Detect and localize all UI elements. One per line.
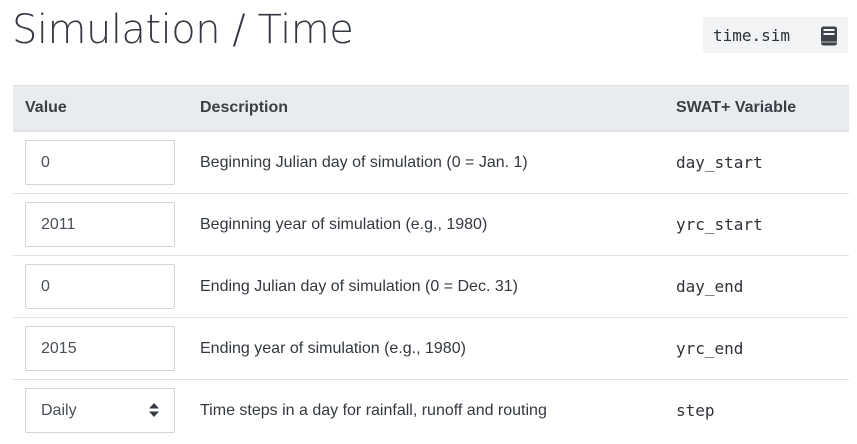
file-badge[interactable]: time.sim [703,17,848,53]
table-row: Beginning year of simulation (e.g., 1980… [13,193,849,256]
row-variable: yrc_start [676,193,849,256]
file-name: time.sim [713,25,791,45]
table-row: Ending year of simulation (e.g., 1980) y… [13,317,849,380]
row-description: Ending year of simulation (e.g., 1980) [200,317,676,380]
row-description: Ending Julian day of simulation (0 = Dec… [200,255,676,318]
yrc-end-input[interactable] [25,326,175,371]
row-description: Beginning year of simulation (e.g., 1980… [200,193,676,256]
book-icon[interactable] [820,26,838,46]
row-description: Time steps in a day for rainfall, runoff… [200,401,547,419]
table-row: Daily Time steps in a day for rainfall, … [13,380,849,442]
yrc-start-input[interactable] [25,202,175,247]
column-header-value: Value [13,85,200,132]
column-header-description: Description [200,85,676,132]
row-variable: step [676,401,715,420]
row-variable: yrc_end [676,317,849,380]
table-row: Beginning Julian day of simulation (0 = … [13,131,849,194]
day-start-input[interactable] [25,140,175,185]
table-row: Ending Julian day of simulation (0 = Dec… [13,255,849,318]
table-header-row: Value Description SWAT+ Variable [13,85,849,132]
step-select-wrapper: Daily [25,388,175,433]
row-variable: day_start [676,131,849,194]
row-variable: day_end [676,255,849,318]
row-description: Beginning Julian day of simulation (0 = … [200,131,676,194]
variables-table: Value Description SWAT+ Variable Beginni… [13,85,849,441]
page-title: Simulation / Time [12,7,354,53]
day-end-input[interactable] [25,264,175,309]
step-select[interactable]: Daily [25,388,175,433]
column-header-variable: SWAT+ Variable [676,85,849,132]
